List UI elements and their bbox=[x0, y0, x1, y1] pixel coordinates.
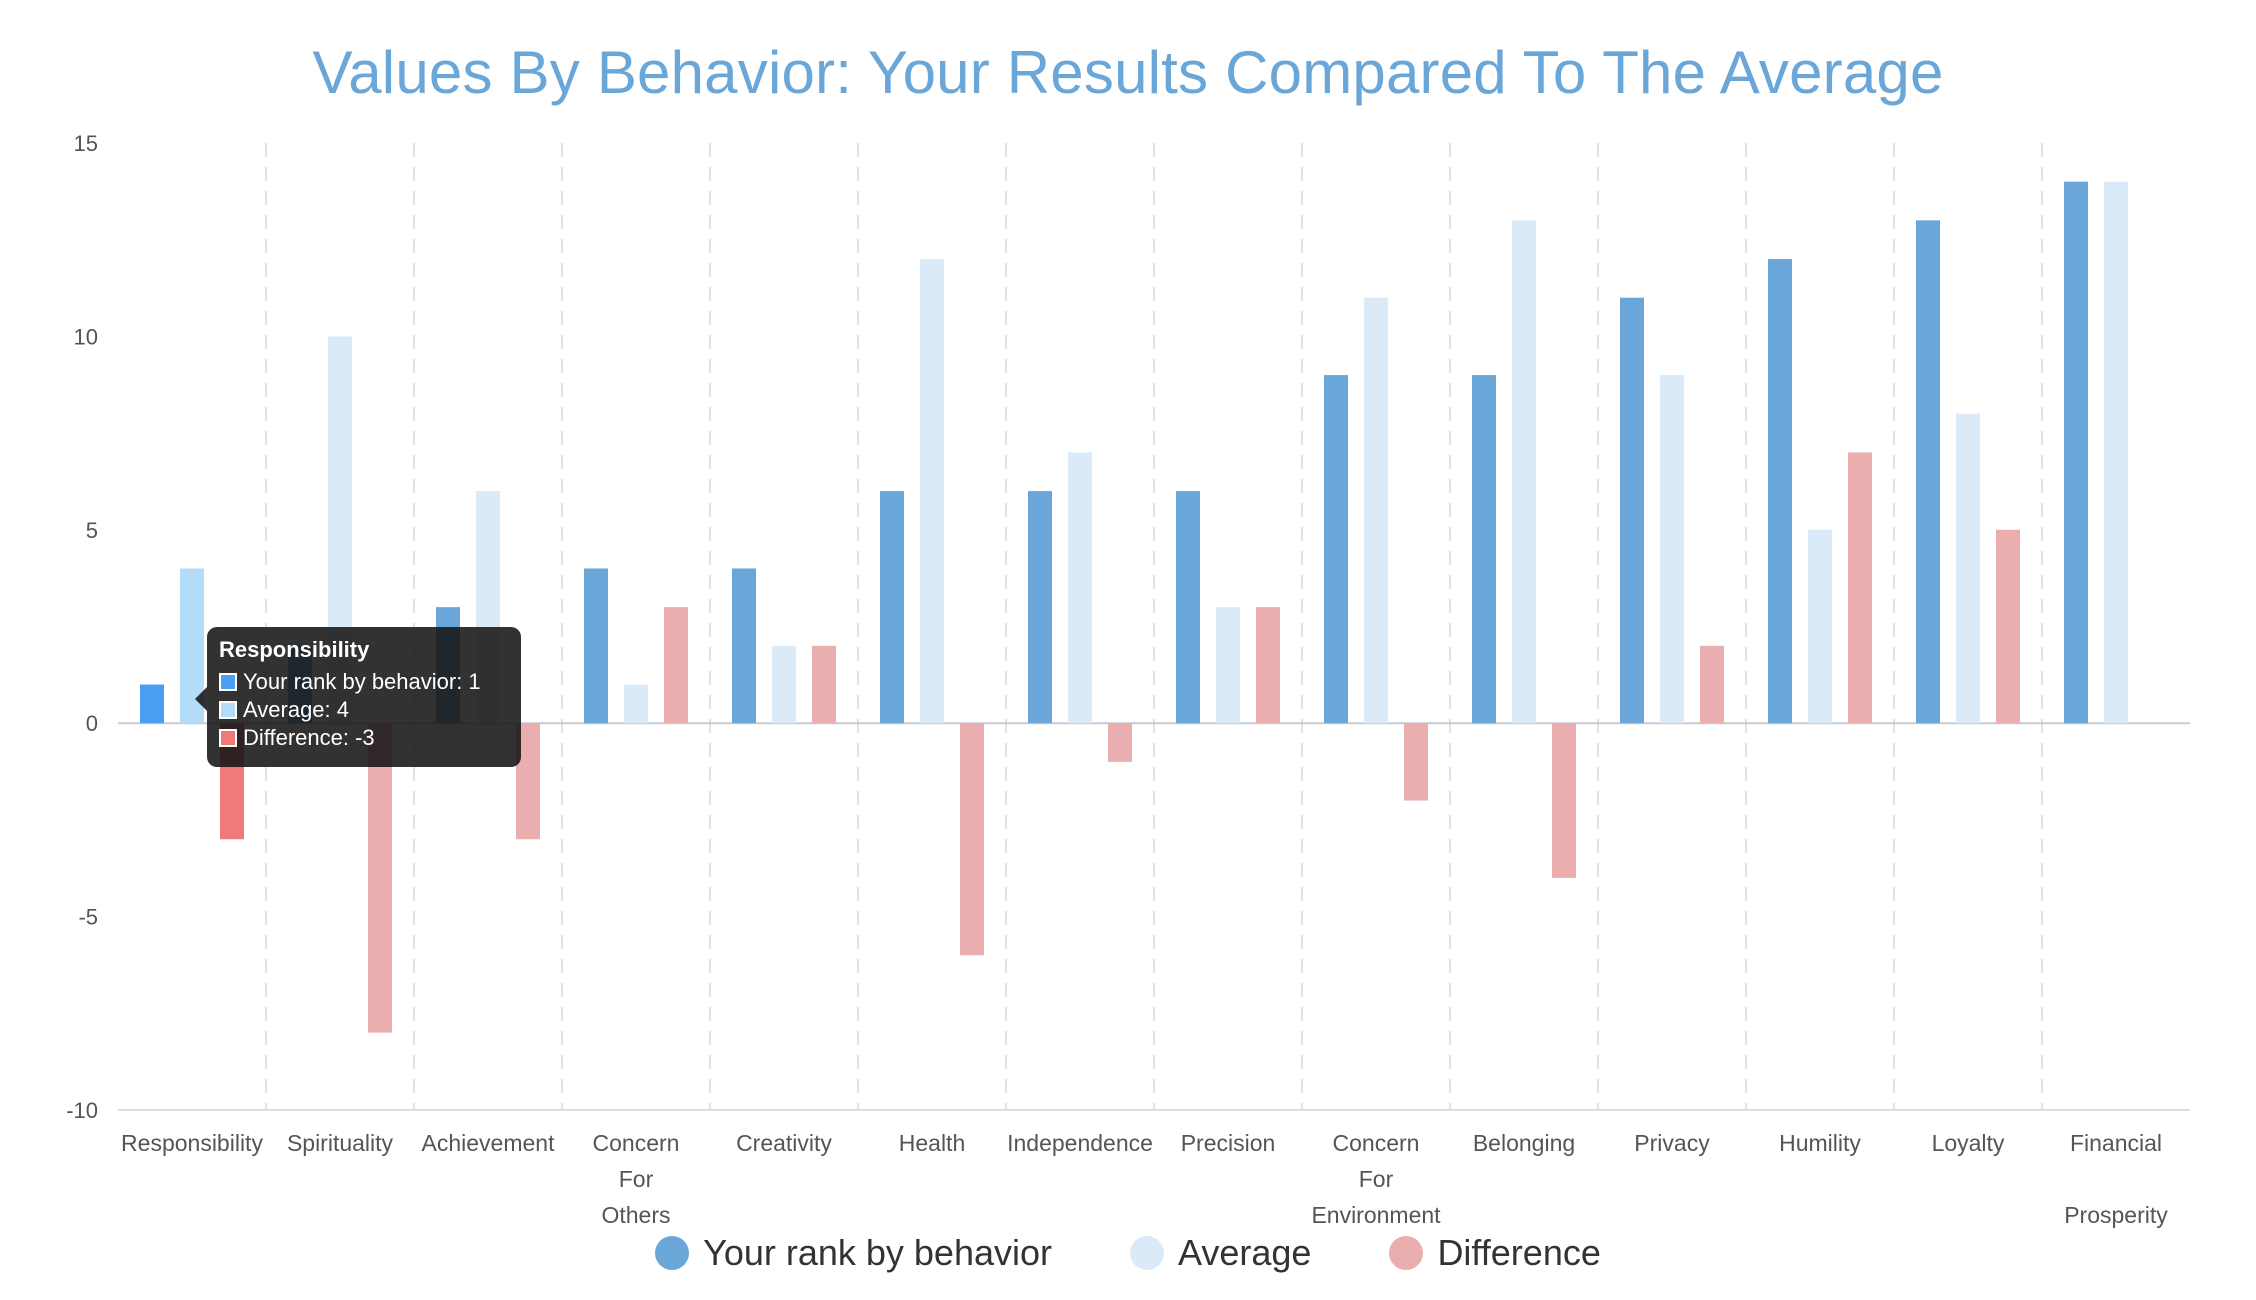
bar-your-rank-by-behavior-3 bbox=[584, 568, 608, 724]
category-label: Concern bbox=[1333, 1130, 1420, 1156]
legend: Your rank by behavior Average Difference bbox=[0, 1232, 2256, 1274]
tooltip-row-label: Difference: -3 bbox=[243, 725, 375, 750]
category-label: Spirituality bbox=[287, 1130, 394, 1156]
category-label: For bbox=[619, 1166, 654, 1192]
bar-difference-6 bbox=[1108, 723, 1132, 762]
bar-difference-4 bbox=[812, 645, 836, 724]
bar-average-12 bbox=[1956, 413, 1980, 724]
category-label: Prosperity bbox=[2064, 1202, 2168, 1228]
y-tick-label: 15 bbox=[74, 131, 98, 156]
tooltip-row-label: Your rank by behavior: 1 bbox=[243, 669, 481, 694]
bar-average-3 bbox=[624, 684, 648, 724]
category-label: For bbox=[1359, 1166, 1394, 1192]
bar-difference-3 bbox=[664, 607, 688, 724]
category-label: Financial bbox=[2070, 1130, 2162, 1156]
tooltip-row: Difference: -3 bbox=[219, 724, 509, 752]
category-label: Achievement bbox=[422, 1130, 556, 1156]
y-tick-label: 10 bbox=[74, 324, 98, 349]
category-label: Health bbox=[899, 1130, 965, 1156]
tooltip-arrow bbox=[195, 687, 207, 711]
bar-average-8 bbox=[1364, 297, 1388, 724]
bar-difference-9 bbox=[1552, 723, 1576, 878]
bar-your-rank-by-behavior-0 bbox=[140, 684, 164, 724]
bar-difference-1 bbox=[368, 723, 392, 1033]
chart-title: Values By Behavior: Your Results Compare… bbox=[312, 39, 1944, 106]
legend-item-your-rank[interactable]: Your rank by behavior bbox=[655, 1232, 1052, 1274]
bar-your-rank-by-behavior-6 bbox=[1028, 491, 1052, 724]
category-label: Creativity bbox=[736, 1130, 832, 1156]
tooltip-swatch-your-rank bbox=[219, 673, 237, 691]
category-label: Environment bbox=[1311, 1202, 1441, 1228]
bar-difference-5 bbox=[960, 723, 984, 956]
bar-your-rank-by-behavior-10 bbox=[1620, 297, 1644, 724]
legend-label-average: Average bbox=[1178, 1232, 1312, 1273]
legend-item-average[interactable]: Average bbox=[1130, 1232, 1311, 1274]
y-tick-label: 0 bbox=[86, 711, 98, 736]
category-label: Responsibility bbox=[121, 1130, 263, 1156]
bar-average-5 bbox=[920, 259, 944, 724]
bar-difference-12 bbox=[1996, 529, 2020, 724]
bar-your-rank-by-behavior-8 bbox=[1324, 375, 1348, 724]
bar-average-9 bbox=[1512, 220, 1536, 724]
category-label: Belonging bbox=[1473, 1130, 1575, 1156]
tooltip-row: Average: 4 bbox=[219, 696, 509, 724]
tooltip-row-label: Average: 4 bbox=[243, 697, 350, 722]
y-tick-label: -10 bbox=[66, 1098, 98, 1123]
legend-label-difference: Difference bbox=[1437, 1232, 1601, 1273]
legend-label-your-rank: Your rank by behavior bbox=[703, 1232, 1052, 1273]
bar-average-10 bbox=[1660, 375, 1684, 724]
bar-difference-11 bbox=[1848, 452, 1872, 724]
bar-average-6 bbox=[1068, 452, 1092, 724]
tooltip: Responsibility Your rank by behavior: 1 … bbox=[195, 627, 521, 767]
tooltip-title: Responsibility bbox=[219, 637, 370, 662]
legend-swatch-difference bbox=[1389, 1236, 1424, 1270]
legend-item-difference[interactable]: Difference bbox=[1389, 1232, 1601, 1274]
category-label: Loyalty bbox=[1932, 1130, 2005, 1156]
category-label: Others bbox=[601, 1202, 670, 1228]
bar-your-rank-by-behavior-9 bbox=[1472, 375, 1496, 724]
bar-average-7 bbox=[1216, 607, 1240, 724]
bar-difference-8 bbox=[1404, 723, 1428, 801]
bar-average-4 bbox=[772, 645, 796, 724]
y-tick-label: 5 bbox=[86, 518, 98, 543]
category-label: Privacy bbox=[1634, 1130, 1710, 1156]
category-label: Concern bbox=[593, 1130, 680, 1156]
tooltip-row: Your rank by behavior: 1 bbox=[219, 668, 509, 696]
bar-average-13 bbox=[2104, 181, 2128, 724]
bar-difference-10 bbox=[1700, 645, 1724, 724]
bar-your-rank-by-behavior-13 bbox=[2064, 181, 2088, 724]
bar-difference-7 bbox=[1256, 607, 1280, 724]
tooltip-swatch-difference bbox=[219, 729, 237, 747]
category-label: Humility bbox=[1779, 1130, 1861, 1156]
bar-average-11 bbox=[1808, 529, 1832, 724]
legend-swatch-average bbox=[1130, 1236, 1164, 1270]
bar-your-rank-by-behavior-7 bbox=[1176, 491, 1200, 724]
y-tick-label: -5 bbox=[78, 905, 98, 930]
bar-your-rank-by-behavior-11 bbox=[1768, 259, 1792, 724]
bar-your-rank-by-behavior-4 bbox=[732, 568, 756, 724]
category-label: Precision bbox=[1181, 1130, 1276, 1156]
bar-your-rank-by-behavior-5 bbox=[880, 491, 904, 724]
legend-swatch-your-rank bbox=[655, 1236, 690, 1270]
tooltip-swatch-average bbox=[219, 701, 237, 719]
bar-your-rank-by-behavior-12 bbox=[1916, 220, 1940, 724]
category-label: Independence bbox=[1007, 1130, 1153, 1156]
